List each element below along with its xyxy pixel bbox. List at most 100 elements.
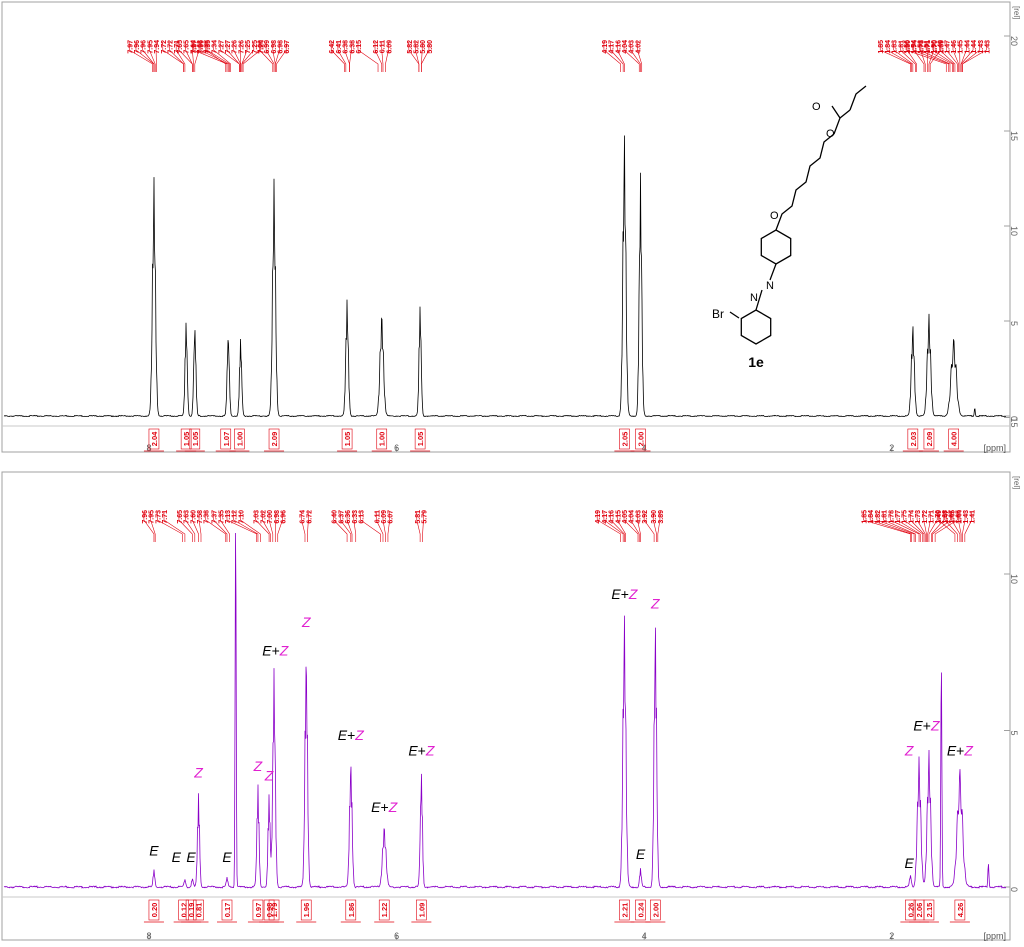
bromine-label: Br: [712, 307, 724, 321]
x-axis-label: [ppm]: [983, 931, 1006, 941]
azo-n2-label: N: [750, 292, 758, 304]
isomer-label: E+Z: [408, 743, 435, 759]
z-isomer-mark: Z: [904, 743, 914, 759]
z-isomer-mark: Z: [193, 764, 203, 780]
compound-label: 1e: [748, 354, 764, 370]
integral-value: 1.96: [302, 903, 311, 918]
z-isomer-mark: Z: [963, 743, 973, 759]
z-isomer-mark: Z: [388, 799, 398, 815]
ester-oxygen-label: O: [826, 128, 835, 140]
isomer-label: E: [636, 846, 646, 862]
y-axis-label: [rel]: [1012, 476, 1021, 489]
peak-pick-label: 1.43: [984, 40, 991, 54]
peak-pick-label: 6.09: [386, 40, 393, 54]
isomer-label: E+Z: [913, 718, 940, 734]
integral-value: 0.24: [636, 902, 645, 917]
plus-mark: +: [923, 718, 931, 734]
integral-value: 4.00: [950, 432, 959, 447]
integral-value: 2.00: [651, 903, 660, 918]
x-tick-label: 8: [146, 931, 151, 941]
peak-pick-label: 6.72: [306, 510, 313, 524]
integral-value: 1.05: [343, 432, 352, 447]
isomer-label: E+Z: [371, 799, 398, 815]
integral-value: 4.26: [956, 903, 965, 918]
isomer-label: Z: [253, 758, 263, 774]
integral-value: 1.07: [222, 432, 231, 447]
peak-pick-label: 3.89: [658, 510, 665, 524]
integral-value: 2.04: [150, 431, 159, 446]
y-tick-label: 15: [1009, 131, 1019, 141]
isomer-label: E: [904, 855, 914, 871]
plus-mark: +: [956, 743, 964, 759]
integral-value: 1.00: [235, 432, 244, 447]
integral-value: 1.05: [191, 432, 200, 447]
peak-pick-label: 7.10: [238, 510, 245, 524]
peak-pick-label: 6.07: [388, 510, 395, 524]
isomer-label: Z: [193, 764, 203, 780]
integral-value: 1.79: [270, 903, 279, 918]
integral-value: 2.21: [620, 903, 629, 918]
isomer-label: E+Z: [338, 727, 365, 743]
integral-value: 2.15: [925, 903, 934, 918]
peak-pick-label: 3.92: [642, 510, 649, 524]
z-isomer-mark: Z: [628, 586, 638, 602]
integral-value: 2.03: [909, 432, 918, 447]
x-tick-label: 2: [889, 443, 894, 453]
isomer-label: Z: [650, 595, 660, 611]
integral-value: 1.86: [347, 903, 356, 918]
isomer-label: E: [172, 849, 182, 865]
e-isomer-mark: E: [904, 855, 914, 871]
x-axis-label: [ppm]: [983, 443, 1006, 453]
peak-pick-label: 7.38: [204, 510, 211, 524]
y-axis-label: [rel]: [1012, 6, 1021, 19]
x-tick-label: 4: [642, 931, 647, 941]
z-isomer-mark: Z: [279, 642, 289, 658]
integral-value: 2.06: [915, 903, 924, 918]
x-tick-label: 6: [394, 443, 399, 453]
isomer-label: Z: [301, 614, 311, 630]
y-tick-label: 10: [1009, 226, 1019, 236]
integral-value: 2.09: [270, 432, 279, 447]
plus-mark: +: [272, 642, 280, 658]
y-tick-label: 15: [1009, 418, 1019, 428]
peak-pick-label: 6.15: [356, 40, 363, 54]
integral-value: 0.17: [223, 903, 232, 918]
plot-frame: [2, 472, 1010, 940]
integral-value: 2.00: [636, 432, 645, 447]
x-tick-label: 2: [889, 931, 894, 941]
plus-mark: +: [347, 727, 355, 743]
isomer-label: Z: [264, 768, 274, 784]
integral-value: 1.00: [378, 432, 387, 447]
integral-value: 1.05: [416, 432, 425, 447]
integral-value: 0.20: [150, 903, 159, 918]
z-isomer-mark: Z: [264, 768, 274, 784]
z-isomer-mark: Z: [301, 614, 311, 630]
peak-pick-label: 6.96: [280, 510, 287, 524]
isomer-label: E: [186, 849, 196, 865]
isomer-label: E: [222, 849, 232, 865]
integral-value: 2.05: [620, 432, 629, 447]
e-isomer-mark: E: [186, 849, 196, 865]
z-isomer-mark: Z: [425, 743, 435, 759]
peak-pick-label: 5.79: [421, 510, 428, 524]
integral-value: 2.09: [925, 432, 934, 447]
z-isomer-mark: Z: [650, 595, 660, 611]
integral-value: 0.81: [195, 903, 204, 918]
y-tick-label: 5: [1009, 731, 1019, 736]
x-tick-label: 6: [394, 931, 399, 941]
y-tick-label: 5: [1009, 321, 1019, 326]
plus-mark: +: [381, 799, 389, 815]
z-isomer-mark: Z: [253, 758, 263, 774]
e-isomer-mark: E: [149, 843, 159, 859]
peak-pick-label: 4.02: [635, 40, 642, 54]
peak-pick-label: 7.71: [162, 510, 169, 524]
integral-value: 1.22: [380, 903, 389, 918]
integral-value: 0.97: [254, 903, 263, 918]
z-isomer-mark: Z: [354, 727, 364, 743]
z-isomer-mark: Z: [930, 718, 940, 734]
isomer-label: Z: [904, 743, 914, 759]
